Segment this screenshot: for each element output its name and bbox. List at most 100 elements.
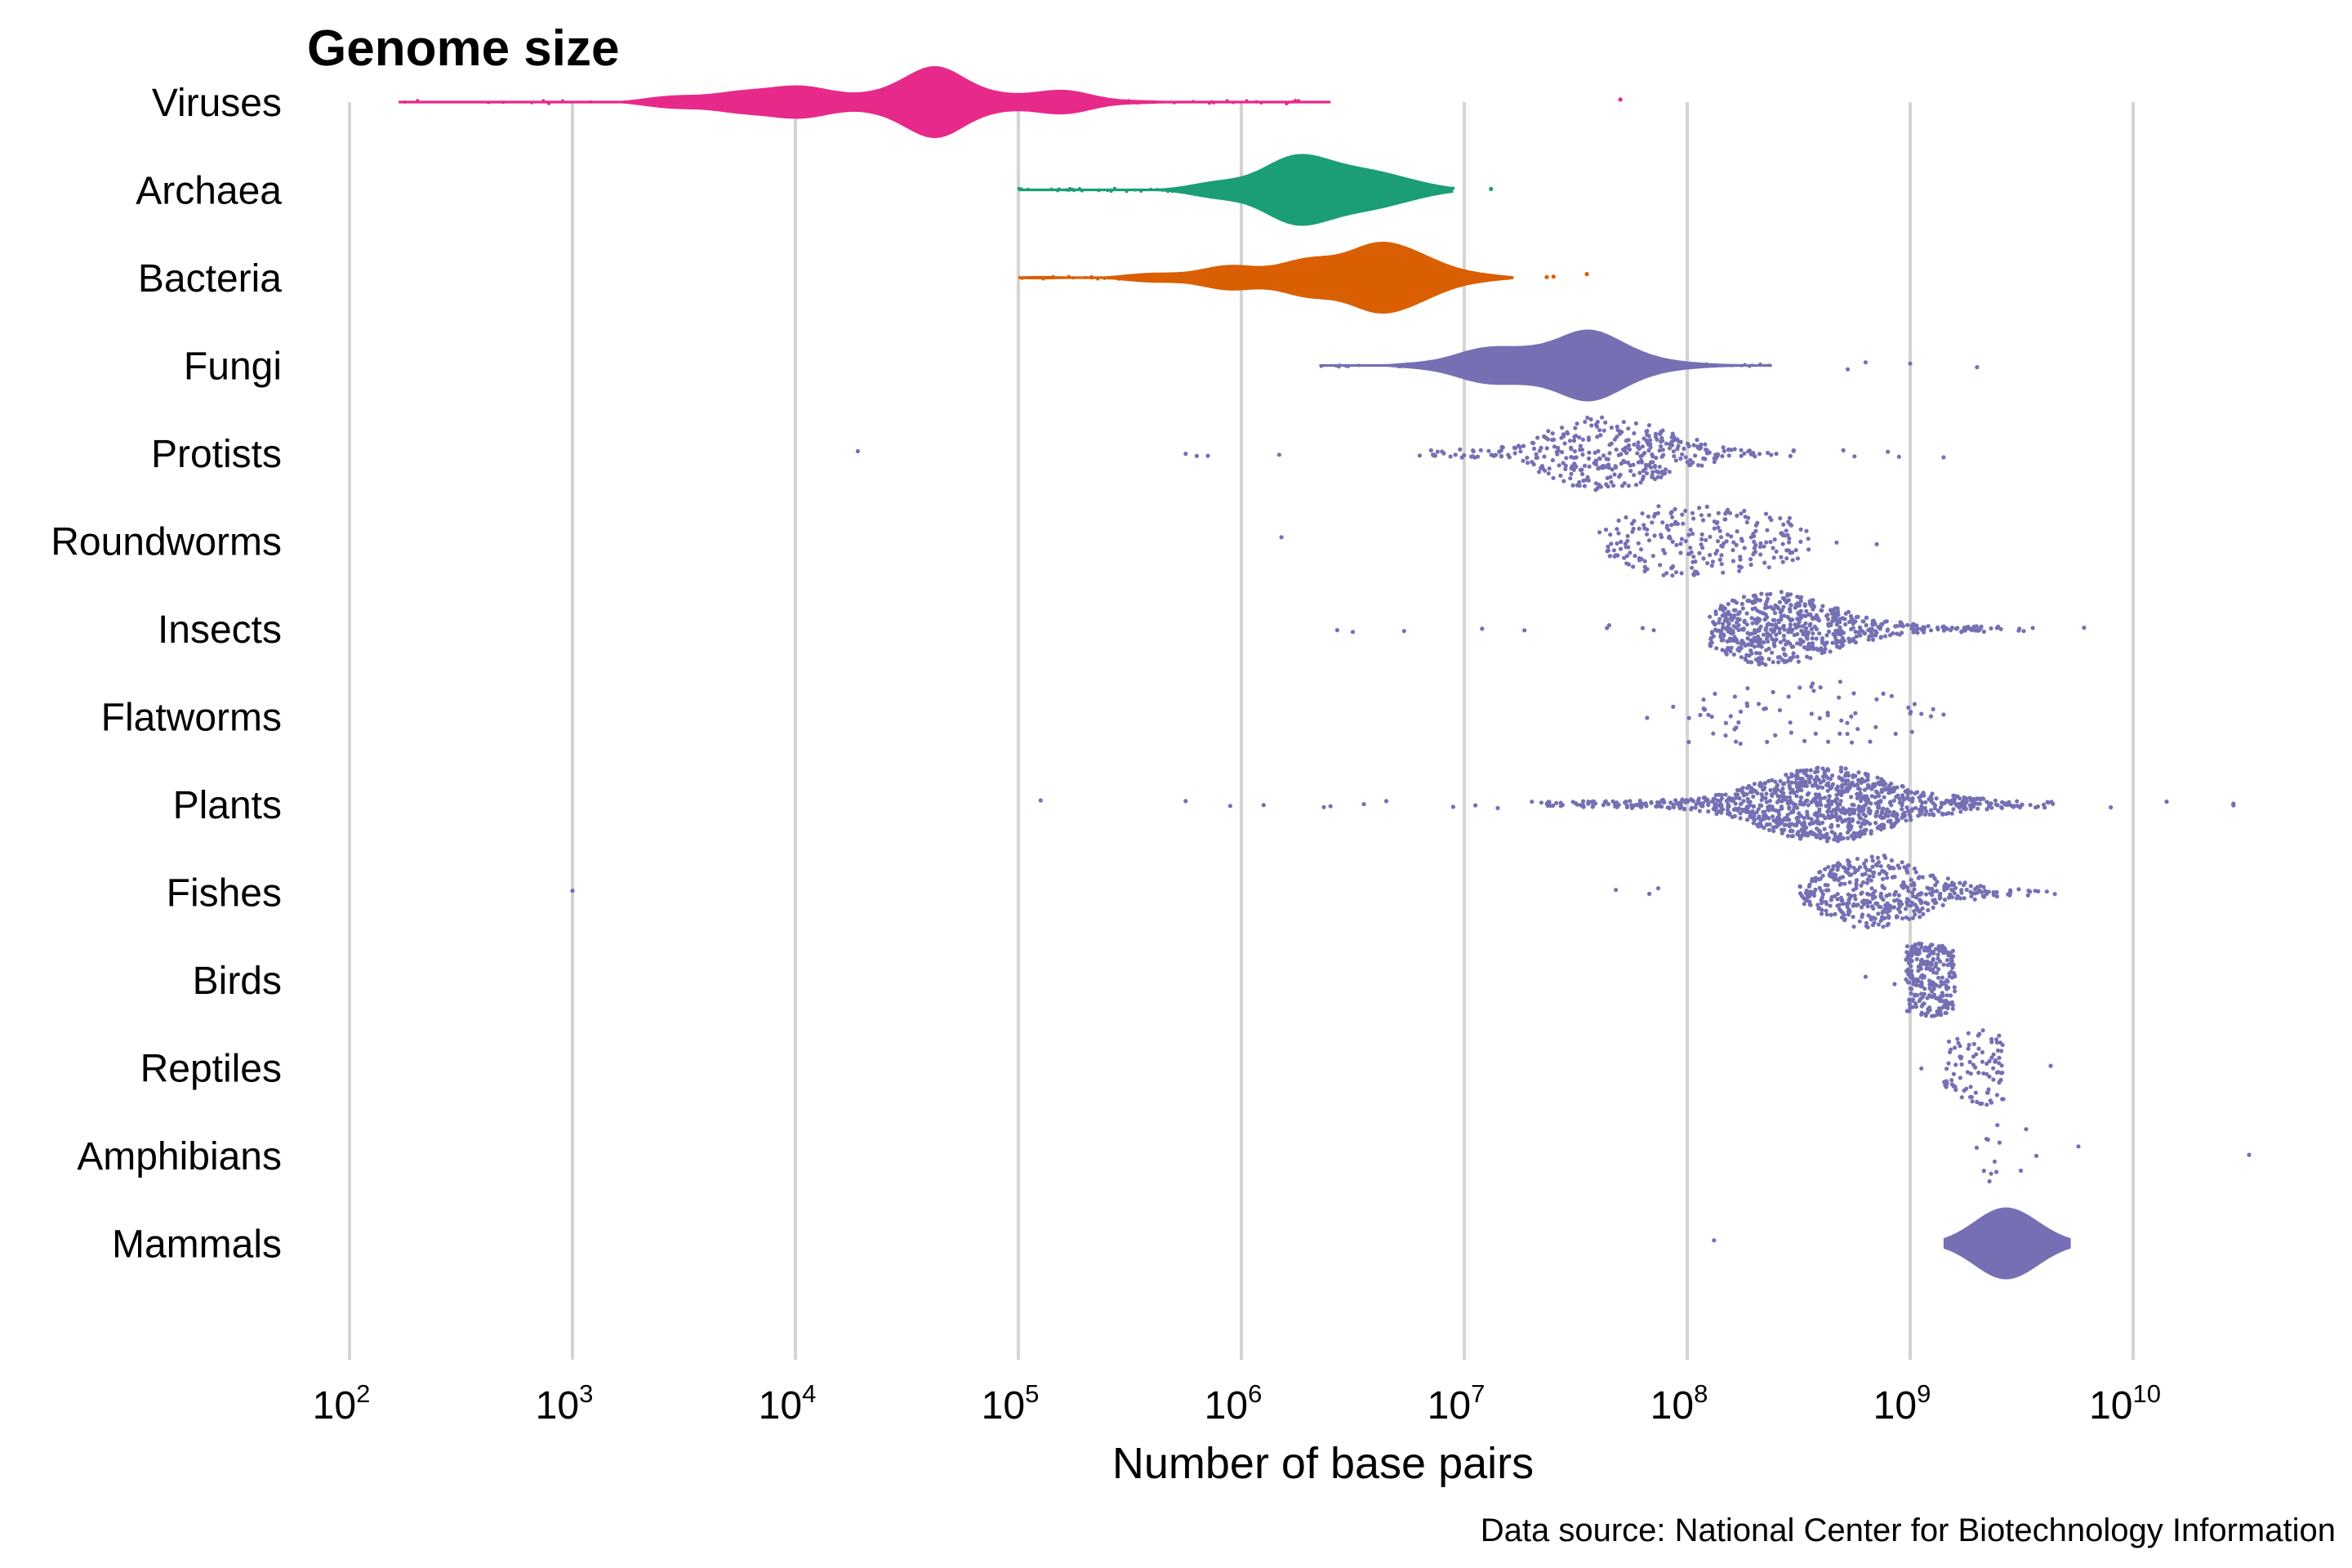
data-point bbox=[1882, 915, 1887, 920]
data-point bbox=[1897, 632, 1902, 637]
data-point bbox=[1542, 434, 1547, 439]
data-point bbox=[1727, 510, 1733, 515]
data-point bbox=[1905, 885, 1910, 890]
data-point bbox=[1834, 644, 1840, 649]
data-point bbox=[1840, 635, 1845, 641]
data-source-caption: Data source: National Center for Biotech… bbox=[1481, 1512, 2336, 1548]
data-point bbox=[1020, 276, 1024, 280]
data-point bbox=[1865, 900, 1870, 905]
data-point bbox=[1749, 643, 1754, 648]
data-point bbox=[1674, 542, 1679, 547]
data-point bbox=[2001, 1097, 2006, 1102]
data-point bbox=[1800, 777, 1805, 782]
data-point bbox=[1766, 621, 1771, 626]
data-point bbox=[1851, 888, 1856, 893]
data-point bbox=[1834, 630, 1839, 635]
data-point bbox=[1937, 896, 1942, 901]
data-point bbox=[1809, 598, 1814, 604]
data-point bbox=[1723, 733, 1728, 738]
data-point bbox=[1708, 643, 1713, 648]
data-point bbox=[1586, 478, 1591, 483]
data-point bbox=[1818, 800, 1823, 804]
data-point bbox=[1597, 457, 1602, 461]
outlier-point bbox=[1975, 365, 1980, 370]
data-point bbox=[1664, 571, 1669, 576]
data-point bbox=[1948, 962, 1953, 967]
data-point bbox=[1984, 1102, 1989, 1107]
data-point bbox=[1909, 790, 1913, 795]
data-point bbox=[1764, 791, 1769, 796]
outlier-point bbox=[1896, 454, 1901, 459]
data-point bbox=[1923, 1012, 1928, 1017]
data-point bbox=[1547, 800, 1552, 804]
data-point bbox=[1642, 559, 1647, 564]
data-point bbox=[1997, 1140, 2002, 1145]
data-point bbox=[1639, 458, 1644, 463]
data-point bbox=[1815, 765, 1820, 770]
data-point bbox=[1728, 714, 1733, 719]
data-point bbox=[1843, 782, 1848, 786]
data-point bbox=[1833, 872, 1838, 877]
data-point bbox=[1650, 460, 1655, 465]
data-point bbox=[1816, 794, 1822, 799]
outlier-point bbox=[1647, 891, 1652, 897]
series-flatworms bbox=[1645, 679, 1946, 746]
data-point bbox=[2015, 804, 2020, 808]
data-point bbox=[1790, 558, 1795, 563]
data-point bbox=[1805, 792, 1810, 797]
gridlines bbox=[348, 102, 2135, 1360]
data-point bbox=[1955, 626, 1960, 630]
data-point bbox=[1700, 801, 1705, 806]
x-tick-label-1e2: 102 bbox=[313, 1379, 371, 1428]
data-point bbox=[1726, 453, 1731, 458]
data-point bbox=[1779, 555, 1784, 559]
series-bacteria bbox=[1018, 242, 1589, 314]
data-point bbox=[1763, 627, 1768, 632]
data-point bbox=[1319, 364, 1323, 368]
data-point bbox=[1708, 614, 1713, 619]
outlier-point bbox=[1205, 453, 1210, 458]
data-point bbox=[1739, 537, 1744, 541]
data-point bbox=[1725, 532, 1731, 537]
data-point bbox=[1742, 546, 1747, 550]
data-point bbox=[1613, 464, 1618, 469]
data-point bbox=[1606, 548, 1610, 553]
data-point bbox=[1863, 813, 1868, 818]
data-point bbox=[1737, 568, 1742, 573]
data-point bbox=[1912, 887, 1917, 892]
data-point bbox=[1618, 546, 1624, 551]
data-point bbox=[1928, 873, 1933, 878]
data-point bbox=[1392, 363, 1395, 368]
data-point bbox=[1700, 546, 1705, 550]
data-point bbox=[1719, 638, 1724, 643]
density-shape-bacteria bbox=[1018, 242, 1514, 314]
data-point bbox=[1592, 450, 1597, 456]
data-point bbox=[1648, 445, 1653, 450]
data-point bbox=[1608, 532, 1613, 537]
data-point bbox=[1944, 1067, 1949, 1071]
data-point bbox=[1694, 802, 1699, 807]
data-point bbox=[1782, 781, 1787, 786]
data-point bbox=[1916, 964, 1921, 969]
data-point bbox=[1802, 738, 1807, 744]
data-point bbox=[1904, 950, 1909, 955]
data-point bbox=[1994, 894, 1999, 899]
data-point bbox=[1984, 1137, 1989, 1142]
data-point bbox=[1739, 645, 1744, 651]
data-point bbox=[1609, 425, 1614, 430]
data-point bbox=[1968, 884, 1973, 889]
data-point bbox=[1798, 527, 1803, 532]
data-point bbox=[1691, 443, 1696, 448]
data-point bbox=[2016, 628, 2021, 633]
data-point bbox=[1725, 808, 1730, 813]
data-point bbox=[1849, 626, 1854, 632]
data-point bbox=[1659, 804, 1664, 809]
data-point bbox=[1994, 889, 1999, 895]
data-point bbox=[1976, 806, 1980, 811]
data-point bbox=[1596, 466, 1601, 471]
data-point bbox=[1855, 782, 1860, 787]
data-point bbox=[1613, 804, 1618, 809]
data-point bbox=[1659, 435, 1664, 440]
data-point bbox=[1673, 458, 1678, 463]
data-point bbox=[1978, 884, 1983, 889]
